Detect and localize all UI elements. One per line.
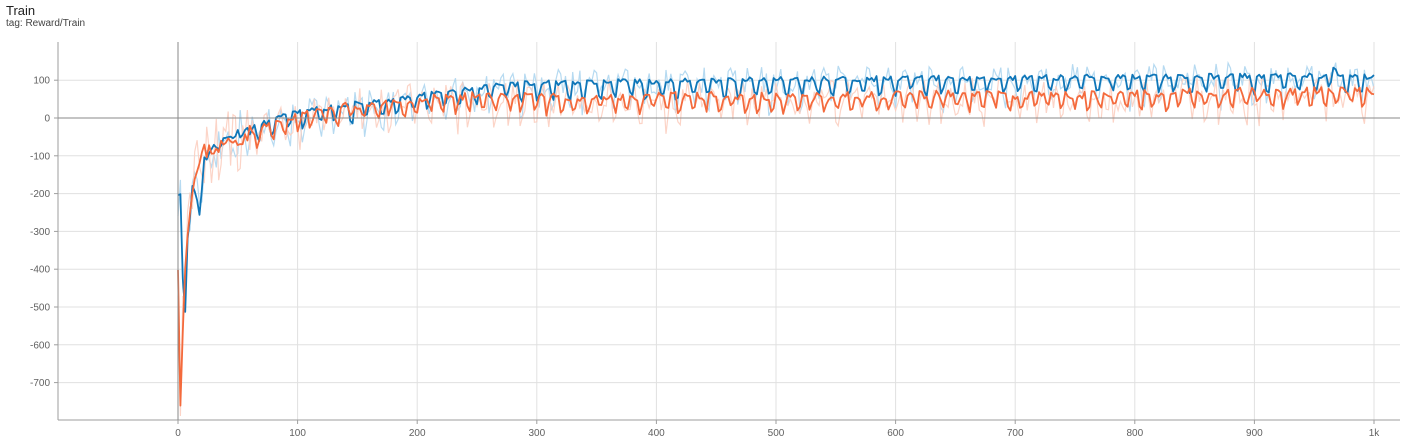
chart-subtitle: tag: Reward/Train	[6, 18, 86, 29]
chart-header: Train tag: Reward/Train	[6, 3, 85, 30]
y-tick-label: -100	[30, 151, 50, 162]
x-tick-label: 0	[175, 428, 181, 439]
x-tick-label: 100	[289, 428, 306, 439]
smoothed-series-layer	[177, 66, 1375, 407]
y-tick-label: 0	[44, 114, 50, 125]
y-tick-label: -600	[30, 340, 50, 351]
tick-labels: 0 100 200 300 400 500 600 700 800 900 1k 100 0 -100 -2…	[30, 76, 1380, 439]
x-tick-label: 400	[648, 428, 665, 439]
x-tick-label: 700	[1007, 428, 1024, 439]
x-tick-label: 600	[887, 428, 904, 439]
x-tick-label: 300	[528, 428, 545, 439]
x-tick-label: 900	[1246, 428, 1263, 439]
y-tick-label: -400	[30, 265, 50, 276]
y-tick-label: 100	[33, 76, 50, 87]
y-tick-label: -700	[30, 378, 50, 389]
x-tick-label: 800	[1126, 428, 1143, 439]
series-line	[177, 86, 1375, 407]
x-tick-label: 200	[409, 428, 426, 439]
series-line	[177, 66, 1375, 313]
x-tick-label: 1k	[1369, 428, 1381, 439]
y-tick-label: -300	[30, 227, 50, 238]
y-tick-label: -200	[30, 189, 50, 200]
chart-title: Train	[6, 3, 36, 18]
y-tick-label: -500	[30, 303, 50, 314]
x-tick-label: 500	[768, 428, 785, 439]
axes	[54, 42, 1400, 424]
raw-series-line	[177, 60, 1375, 308]
